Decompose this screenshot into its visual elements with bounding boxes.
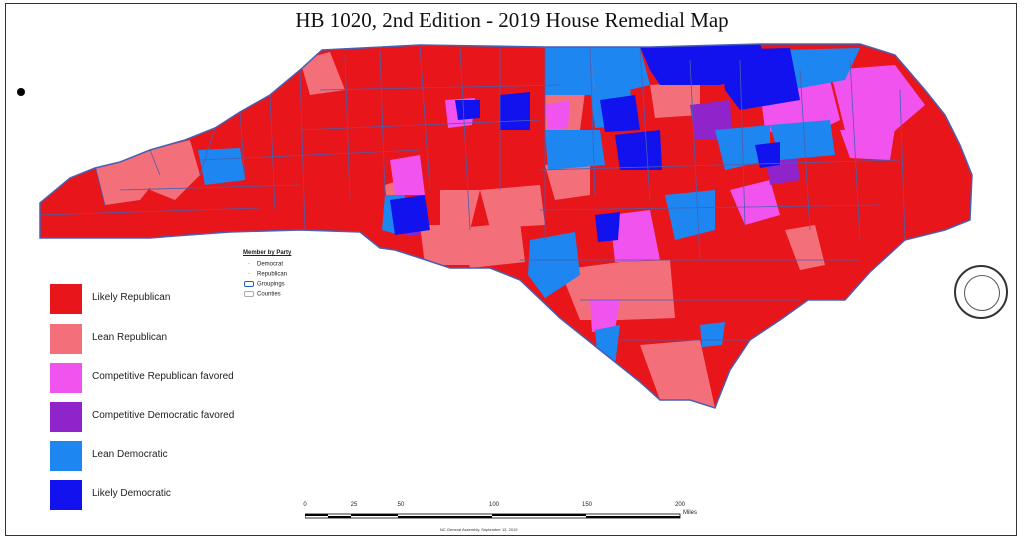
district-competitive-republican — [610, 210, 660, 262]
district-likely-democratic — [500, 92, 530, 130]
district-competitive-republican — [545, 100, 570, 130]
district-lean-democratic — [770, 120, 835, 160]
legend-item-lean-democratic: Lean Democratic — [50, 441, 310, 473]
legend-swatch — [50, 324, 82, 354]
district-lean-republican — [785, 225, 825, 270]
scale-tick-label: 200 — [674, 502, 686, 508]
member-legend-republican: · Republican — [248, 271, 288, 278]
scale-tick-label: 100 — [488, 502, 500, 508]
district-likely-democratic — [600, 95, 640, 132]
district-lean-democratic — [545, 130, 605, 170]
legend-swatch — [50, 402, 82, 432]
district-lean-republican — [480, 185, 545, 228]
state-outline — [39, 43, 973, 409]
legend-item-competitive-republican: Competitive Republican favored — [50, 363, 310, 395]
district-lean-democratic — [780, 48, 860, 90]
bullet-dot — [17, 88, 25, 96]
district-lean-republican — [650, 82, 700, 118]
member-legend-groupings: Groupings — [244, 281, 285, 290]
legend-swatch — [50, 363, 82, 393]
district-likely-democratic — [615, 130, 662, 170]
district-lean-republican — [460, 222, 525, 268]
legend-swatch — [50, 480, 82, 510]
district-lean-democratic — [198, 148, 245, 185]
district-competitive-republican — [390, 155, 425, 195]
member-legend: Member by Party · Democrat · Republican Gr… — [240, 250, 302, 308]
scale-tick-label: 25 — [350, 502, 358, 508]
member-legend-democrat: · Democrat — [248, 261, 284, 268]
district-lean-democratic — [528, 232, 580, 298]
district-lean-democratic — [700, 322, 725, 347]
district-lean-democratic — [665, 190, 715, 240]
district-lean-democratic — [590, 47, 650, 92]
district-competitive-republican — [590, 300, 620, 332]
legend-label: Likely Republican — [92, 292, 171, 303]
district-competitive-republican — [730, 180, 780, 225]
district-lean-republican — [640, 340, 715, 408]
scale-tick-label: 150 — [581, 502, 593, 508]
district-competitive-republican — [840, 128, 895, 160]
member-legend-counties: Counties — [244, 291, 281, 300]
scale-unit: Miles — [682, 510, 698, 516]
district-likely-democratic — [390, 195, 430, 235]
district-lean-democratic — [545, 47, 595, 95]
credit-text: NC General Assembly, September 13, 2019 — [440, 527, 518, 532]
legend-item-likely-republican: Likely Republican — [50, 284, 310, 316]
district-lean-republican — [420, 225, 470, 265]
district-borders — [40, 44, 906, 341]
district-likely-democratic — [455, 100, 480, 120]
scale-tick-label: 0 — [303, 502, 307, 508]
scale-tick-label: 50 — [397, 502, 405, 508]
state-seal-icon — [954, 265, 1008, 319]
legend-swatch — [50, 441, 82, 471]
legend-label: Lean Democratic — [92, 449, 168, 460]
district-likely-democratic — [755, 142, 780, 168]
district-lean-republican — [150, 140, 200, 200]
legend-label: Competitive Democratic favored — [92, 410, 235, 421]
legend-item-likely-democratic: Likely Democratic — [50, 480, 310, 512]
district-lean-republican — [620, 260, 675, 320]
member-legend-title: Member by Party — [243, 250, 292, 256]
district-likely-democratic — [595, 212, 620, 242]
legend-item-competitive-democratic: Competitive Democratic favored — [50, 402, 310, 434]
legend-item-lean-republican: Lean Republican — [50, 324, 310, 356]
legend-label: Competitive Republican favored — [92, 371, 234, 382]
scale-bar-graphic — [304, 513, 681, 519]
scale-bar: 0 25 50 100 150 200 Miles — [303, 502, 705, 529]
legend-label: Lean Republican — [92, 332, 168, 343]
district-lean-republican — [545, 160, 590, 200]
legend-swatch — [50, 284, 82, 314]
legend-label: Likely Democratic — [92, 488, 171, 499]
map-title: HB 1020, 2nd Edition - 2019 House Remedi… — [295, 8, 729, 32]
district-lean-republican — [300, 52, 345, 95]
